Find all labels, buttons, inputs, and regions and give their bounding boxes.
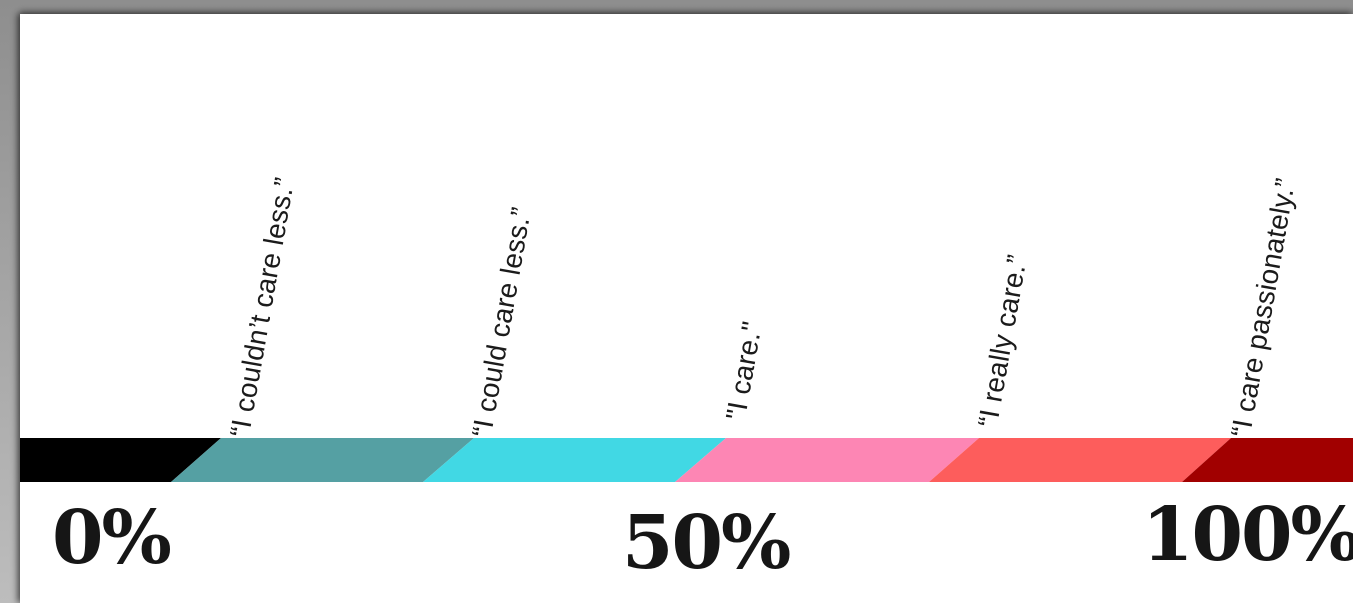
segment-dark-red <box>1182 438 1353 482</box>
segment-teal <box>171 438 474 482</box>
percent-label-100: 100% <box>1142 492 1353 578</box>
percent-label-50: 50% <box>622 500 791 586</box>
segment-cyan <box>423 438 726 482</box>
segment-coral <box>929 438 1231 482</box>
percent-label-0: 0% <box>52 495 172 581</box>
segment-black <box>20 438 221 482</box>
quote-really-care: “I really care.” <box>972 252 1033 430</box>
quote-couldnt-care-less: “I couldn’t care less.” <box>224 175 301 440</box>
scale-bar <box>20 438 1353 482</box>
quote-could-care-less: “I could care less.” <box>466 204 537 440</box>
quote-care-passionately: “I care passionately.” <box>1225 175 1302 440</box>
segment-pink <box>675 438 979 482</box>
quote-i-care: "I care." <box>720 319 768 423</box>
care-scale-diagram: “I couldn’t care less.” “I could care le… <box>20 14 1353 603</box>
